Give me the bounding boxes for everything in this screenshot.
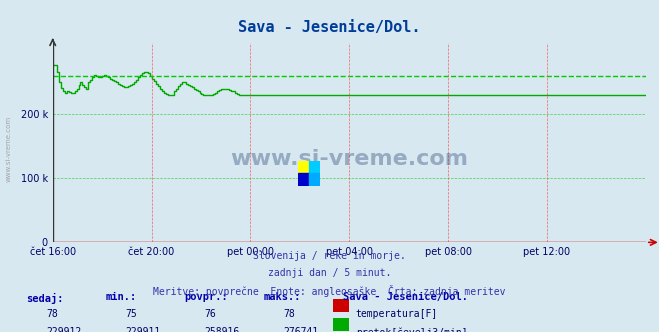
Text: 276741: 276741 [283, 327, 318, 332]
Text: 258916: 258916 [204, 327, 239, 332]
Text: www.si-vreme.com: www.si-vreme.com [230, 149, 469, 169]
Text: Sava - Jesenice/Dol.: Sava - Jesenice/Dol. [343, 292, 468, 302]
Text: min.:: min.: [105, 292, 136, 302]
Text: Sava - Jesenice/Dol.: Sava - Jesenice/Dol. [239, 20, 420, 35]
Bar [333, 318, 349, 331]
Text: 229912: 229912 [46, 327, 81, 332]
Text: Meritve: povprečne  Enote: angleosaške  Črta: zadnja meritev: Meritve: povprečne Enote: angleosaške Čr… [154, 285, 505, 297]
Text: Slovenija / reke in morje.: Slovenija / reke in morje. [253, 251, 406, 261]
Text: pretok[čevelj3/min]: pretok[čevelj3/min] [356, 327, 467, 332]
Text: povpr.:: povpr.: [185, 292, 228, 302]
Text: zadnji dan / 5 minut.: zadnji dan / 5 minut. [268, 268, 391, 278]
Text: 229911: 229911 [125, 327, 160, 332]
Text: 78: 78 [283, 309, 295, 319]
Text: maks.:: maks.: [264, 292, 301, 302]
Text: temperatura[F]: temperatura[F] [356, 309, 438, 319]
Text: www.si-vreme.com: www.si-vreme.com [5, 116, 11, 183]
Bar [298, 161, 308, 173]
Text: sedaj:: sedaj: [26, 292, 64, 303]
Bar [333, 299, 349, 312]
Text: 78: 78 [46, 309, 58, 319]
Bar [308, 173, 320, 186]
Bar [298, 173, 308, 186]
Bar [308, 161, 320, 173]
Text: 75: 75 [125, 309, 137, 319]
Text: 76: 76 [204, 309, 216, 319]
